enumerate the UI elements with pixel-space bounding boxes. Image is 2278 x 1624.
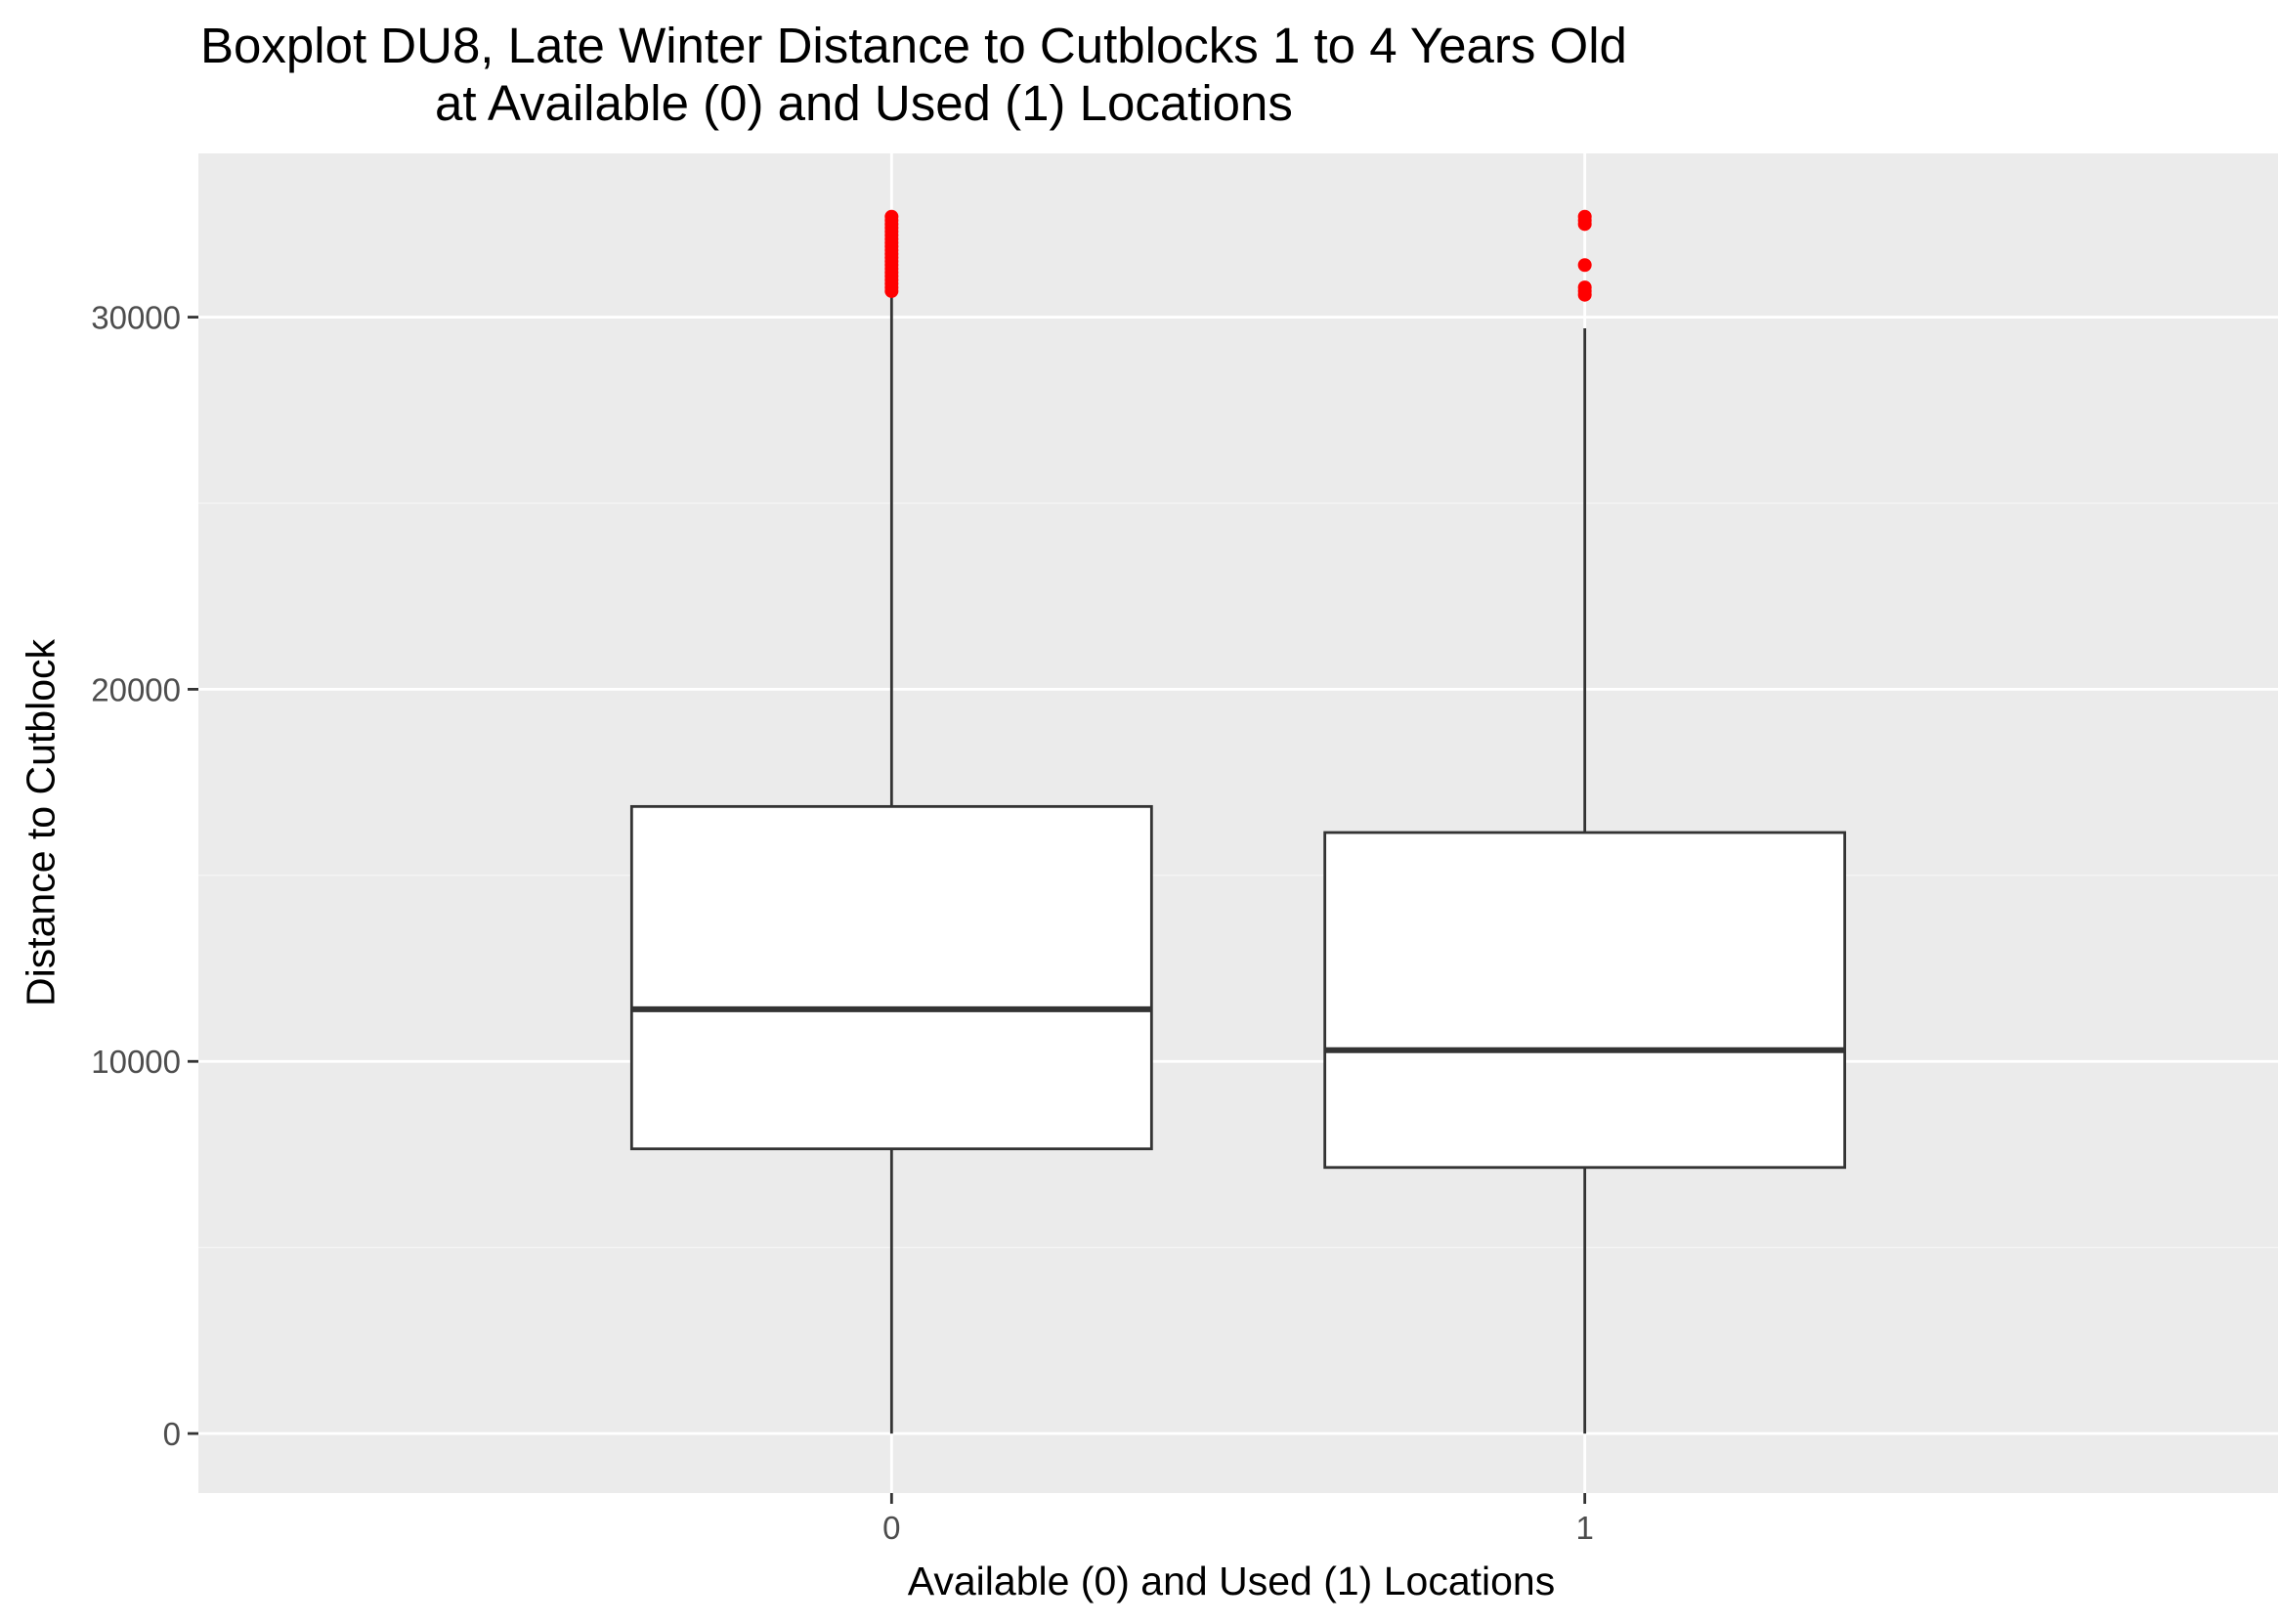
y-tick-label: 10000 xyxy=(91,1044,181,1080)
x-tick-label: 1 xyxy=(1575,1510,1593,1546)
y-axis-title: Distance to Cutblock xyxy=(18,638,64,1007)
boxes-layer xyxy=(629,294,1847,1434)
chart-title: Boxplot DU8, Late Winter Distance to Cut… xyxy=(200,18,1627,73)
outlier-point xyxy=(1577,209,1592,224)
outlier-point xyxy=(884,209,899,224)
outlier-point xyxy=(1577,280,1592,295)
box-group-0 xyxy=(629,294,1153,1434)
box-group-1 xyxy=(1323,327,1847,1434)
y-tick-label: 30000 xyxy=(91,300,181,336)
y-tick-label: 0 xyxy=(163,1416,181,1452)
outlier-point xyxy=(1577,258,1592,273)
outliers-layer xyxy=(884,209,1592,302)
y-axis: 0 10000 20000 30000 xyxy=(91,300,198,1452)
grid-minor-lines xyxy=(198,502,2278,1249)
x-axis-title: Available (0) and Used (1) Locations xyxy=(907,1559,1556,1603)
box-iqr xyxy=(1323,831,1847,1170)
plot-panel xyxy=(198,153,2278,1493)
box-iqr xyxy=(629,804,1153,1151)
y-tick-label: 20000 xyxy=(91,671,181,707)
chart-subtitle: at Available (0) and Used (1) Locations xyxy=(435,75,1293,131)
x-tick-label: 0 xyxy=(882,1510,900,1546)
